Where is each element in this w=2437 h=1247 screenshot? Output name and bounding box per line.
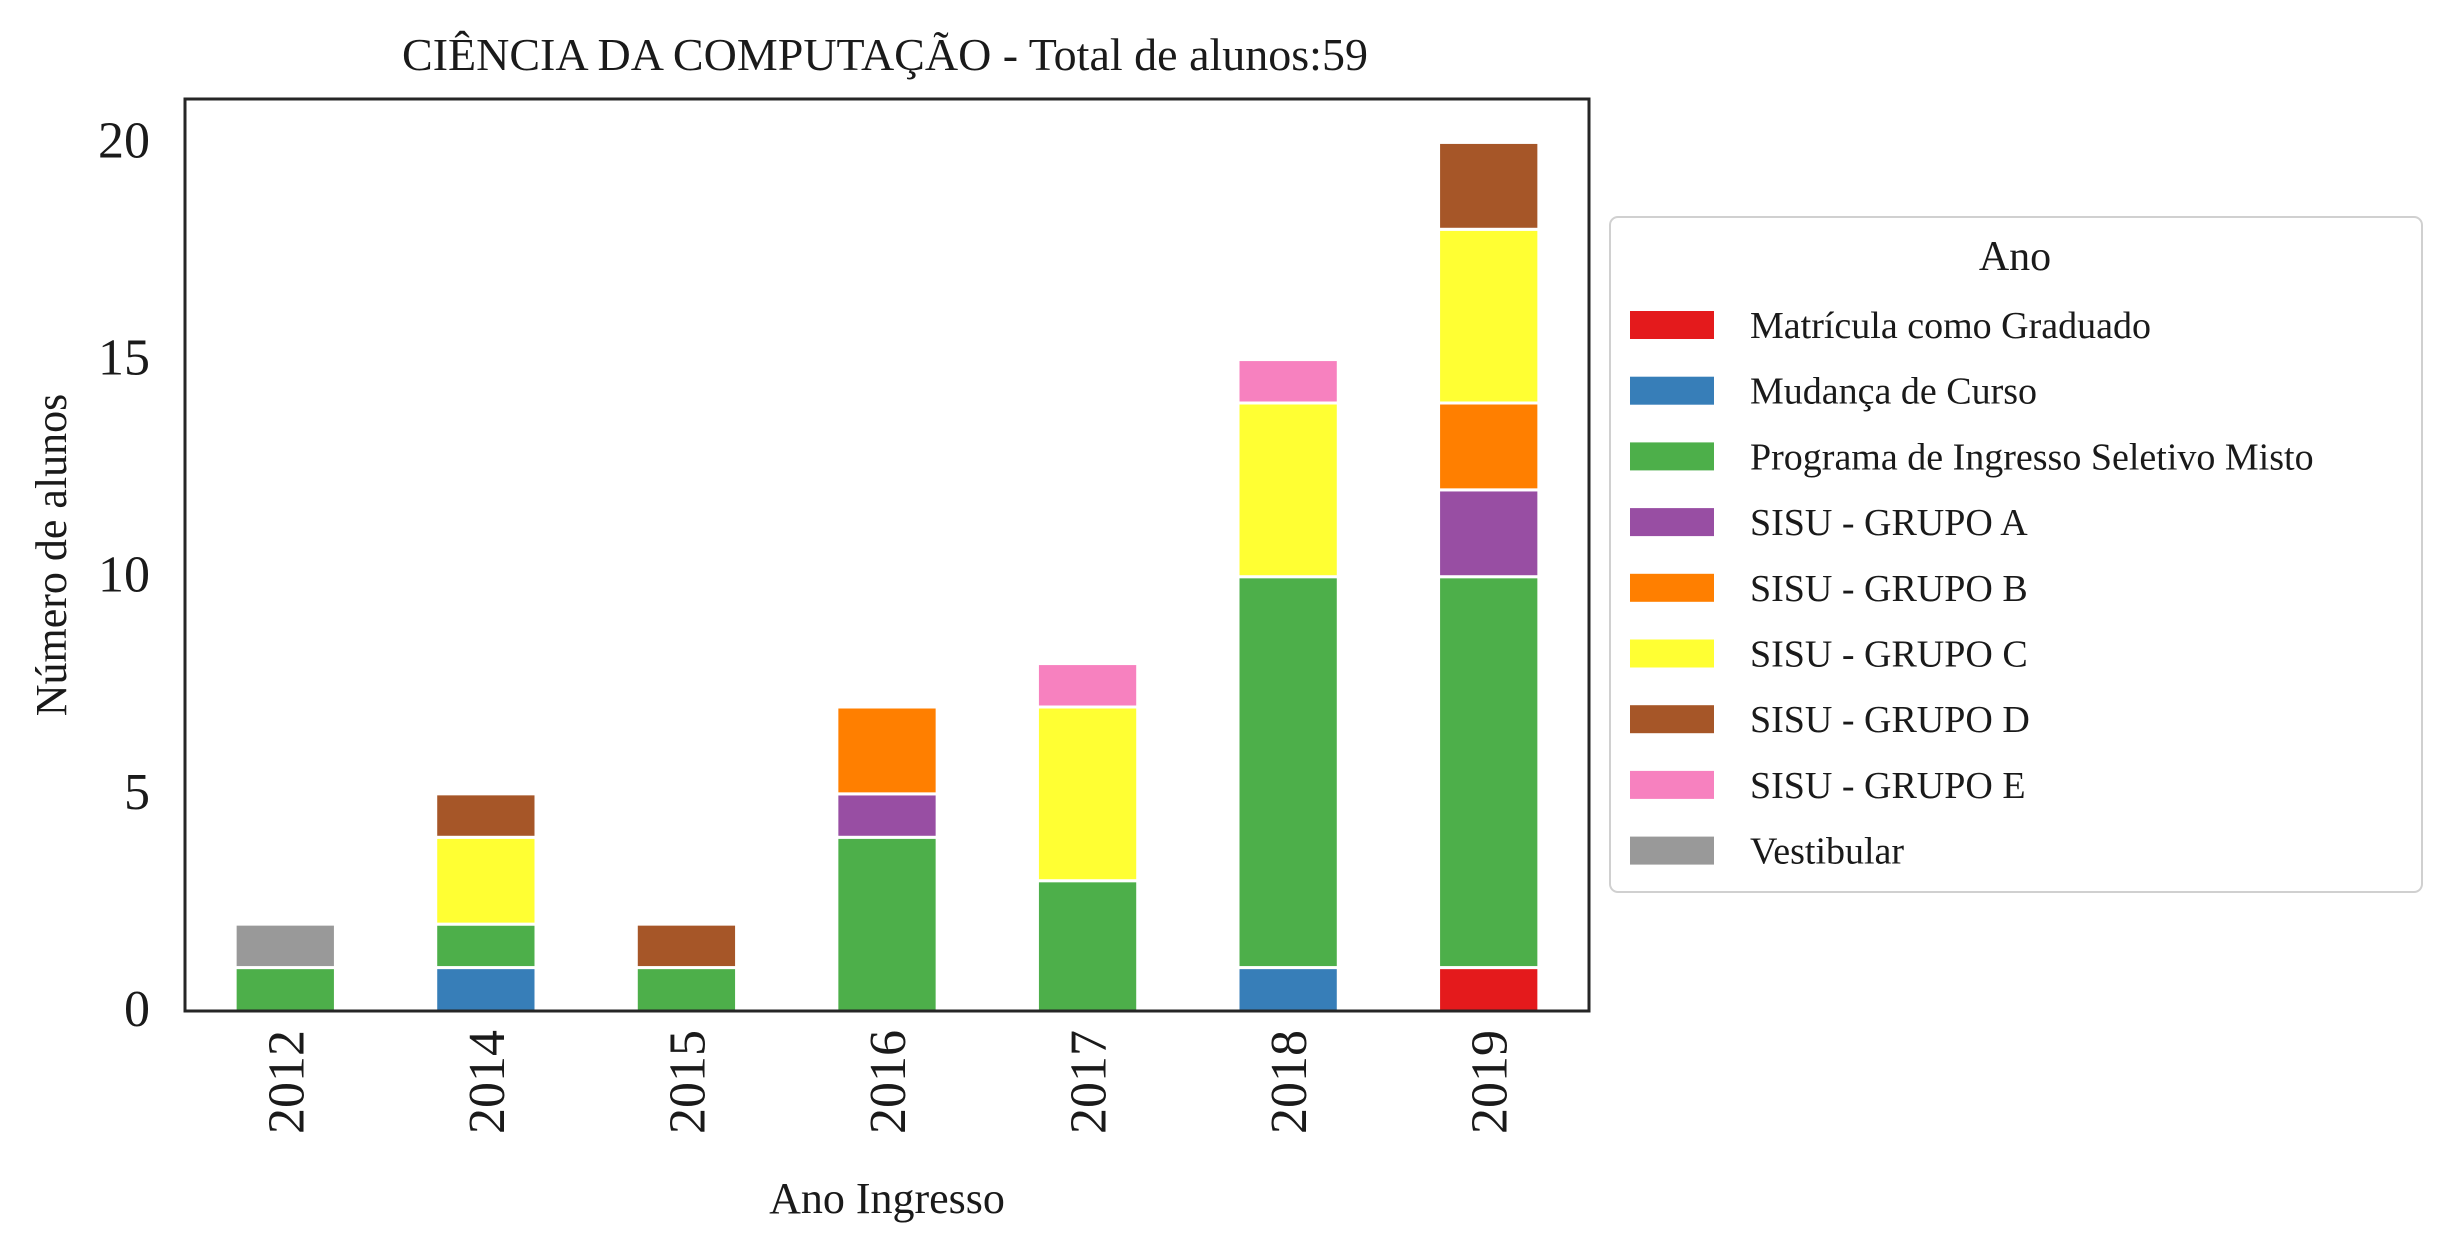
bar-2017-sisu-grupo-c xyxy=(1035,705,1140,883)
bar-2019-matricula-como-graduado xyxy=(1437,966,1541,1013)
y-tick-label: 15 xyxy=(98,330,150,387)
bar-2019-sisu-grupo-b xyxy=(1437,401,1541,492)
x-tick-label: 2012 xyxy=(258,1030,315,1134)
bar-2014-programa-de-ingresso-seletivo-misto xyxy=(434,922,538,970)
bar-2017-sisu-grupo-e xyxy=(1035,662,1140,709)
x-axis-label: Ano Ingresso xyxy=(769,1174,1005,1223)
legend: Ano Matrícula como Graduado Mudança de Cu… xyxy=(1609,216,2423,893)
bar-2012-programa-de-ingresso-seletivo-misto xyxy=(233,966,337,1013)
y-tick-label: 10 xyxy=(98,547,150,604)
bar-2019-sisu-grupo-a xyxy=(1437,488,1541,579)
bar-2014-sisu-grupo-d xyxy=(434,792,538,839)
legend-swatch-matricula-como-graduado xyxy=(1630,311,1714,339)
bar-2018-mudanca-de-curso xyxy=(1236,966,1340,1013)
legend-label-sisu-grupo-e: SISU - GRUPO E xyxy=(1750,765,2026,807)
y-tick-label: 5 xyxy=(124,764,150,821)
bar-2019-programa-de-ingresso-seletivo-misto xyxy=(1437,575,1541,970)
plot-frame xyxy=(183,97,1591,1013)
legend-label-sisu-grupo-a: SISU - GRUPO A xyxy=(1750,502,2028,544)
y-axis-label: Número de alunos xyxy=(27,394,76,717)
legend-label-sisu-grupo-b: SISU - GRUPO B xyxy=(1750,568,2028,610)
chart-title: CIÊNCIA DA COMPUTAÇÃO - Total de alunos:… xyxy=(402,29,1368,80)
legend-swatch-sisu-grupo-b xyxy=(1630,573,1714,602)
legend-swatch-sisu-grupo-e xyxy=(1630,770,1714,799)
x-tick-label: 2019 xyxy=(1462,1030,1519,1134)
x-tick-label: 2017 xyxy=(1061,1030,1118,1134)
bar-2016-programa-de-ingresso-seletivo-misto xyxy=(835,835,939,1013)
legend-swatch-sisu-grupo-c xyxy=(1630,639,1714,668)
x-tick-label: 2016 xyxy=(860,1030,917,1134)
legend-items: Matrícula como Graduado Mudança de Curso P… xyxy=(1630,305,2314,873)
y-tick-label: 0 xyxy=(124,981,150,1038)
legend-swatch-sisu-grupo-d xyxy=(1630,705,1714,734)
bar-2019-sisu-grupo-d xyxy=(1437,140,1541,231)
legend-label-sisu-grupo-c: SISU - GRUPO C xyxy=(1750,634,2028,676)
legend-title: Ano xyxy=(1979,234,2051,280)
bar-2016-sisu-grupo-a xyxy=(835,792,939,839)
bar-2014-sisu-grupo-c xyxy=(434,835,538,926)
y-axis-ticks: 0 5 10 15 20 xyxy=(98,112,150,1038)
bar-2017-programa-de-ingresso-seletivo-misto xyxy=(1035,879,1140,1013)
legend-swatch-programa-de-ingresso-seletivo-misto xyxy=(1630,442,1714,471)
bar-2015-sisu-grupo-d xyxy=(634,922,739,970)
legend-box xyxy=(1609,216,2423,893)
bar-stack-area xyxy=(233,140,1541,1013)
bar-2015-programa-de-ingresso-seletivo-misto xyxy=(634,966,739,1013)
legend-label-programa-de-ingresso-seletivo-misto: Programa de Ingresso Seletivo Misto xyxy=(1750,436,2314,478)
bar-2018-sisu-grupo-e xyxy=(1236,358,1340,405)
legend-swatch-mudanca-de-curso xyxy=(1630,376,1714,405)
bar-2012-vestibular xyxy=(233,922,337,970)
bar-2018-sisu-grupo-c xyxy=(1236,401,1340,579)
legend-label-vestibular: Vestibular xyxy=(1750,831,1904,873)
legend-label-sisu-grupo-d: SISU - GRUPO D xyxy=(1750,699,2030,741)
legend-label-mudanca-de-curso: Mudança de Curso xyxy=(1750,371,2037,413)
bar-2018-programa-de-ingresso-seletivo-misto xyxy=(1236,575,1340,970)
legend-swatch-sisu-grupo-a xyxy=(1630,508,1714,537)
y-tick-label: 20 xyxy=(98,112,150,169)
bar-2014-mudanca-de-curso xyxy=(434,966,538,1013)
legend-label-matricula-como-graduado: Matrícula como Graduado xyxy=(1750,305,2151,347)
bar-2019-sisu-grupo-c xyxy=(1437,227,1541,405)
x-axis-ticks: 2012 2014 2015 2016 2017 2018 2019 xyxy=(258,1030,1518,1134)
legend-swatch-vestibular xyxy=(1630,836,1714,865)
x-tick-label: 2015 xyxy=(659,1030,716,1134)
x-tick-label: 2018 xyxy=(1261,1030,1318,1134)
x-tick-label: 2014 xyxy=(459,1030,516,1134)
bar-2016-sisu-grupo-b xyxy=(835,705,939,796)
